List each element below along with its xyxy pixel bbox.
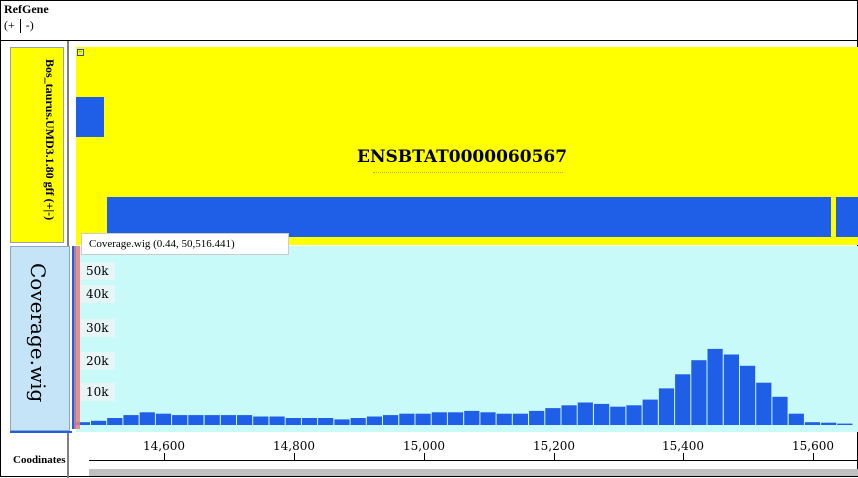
coverage-bar[interactable] <box>285 418 301 425</box>
coverage-bar[interactable] <box>723 354 739 426</box>
coverage-bar[interactable] <box>350 418 366 425</box>
coverage-bar[interactable] <box>155 413 172 425</box>
coverage-bar[interactable] <box>318 418 334 425</box>
ytick-label: 30k <box>80 319 115 337</box>
coverage-bar[interactable] <box>383 415 399 425</box>
ytick-label: 10k <box>80 383 115 401</box>
coverage-bar[interactable] <box>188 415 204 425</box>
coverage-bar[interactable] <box>658 388 675 425</box>
coverage-bar[interactable] <box>804 422 821 425</box>
xtick-label: 14,600 <box>143 439 185 453</box>
coverage-bar[interactable] <box>772 396 788 425</box>
xtick-label: 14,800 <box>273 439 315 453</box>
coverage-bar[interactable] <box>399 413 415 425</box>
collapse-toggle-icon[interactable]: − <box>77 48 84 56</box>
coverage-bar[interactable] <box>675 374 691 425</box>
coverage-bar[interactable] <box>123 415 139 425</box>
coverage-bar[interactable] <box>204 415 220 425</box>
coverage-bar[interactable] <box>415 413 431 425</box>
xtick-label: 15,200 <box>533 439 575 453</box>
ytick-label: 50k <box>80 262 115 280</box>
xtick-mark <box>164 453 165 460</box>
coverage-bar[interactable] <box>577 402 593 426</box>
exon-feature[interactable] <box>107 197 831 237</box>
strand-minus: -) <box>25 18 34 32</box>
coverage-track-area[interactable] <box>76 246 858 432</box>
coverage-bar[interactable] <box>220 415 236 425</box>
coverage-bar[interactable] <box>512 413 528 425</box>
refgene-divider <box>1 40 858 41</box>
coverage-bar[interactable] <box>172 415 188 425</box>
coverage-bar[interactable] <box>529 410 545 425</box>
exon-gap <box>831 197 836 237</box>
coverage-bar[interactable] <box>334 419 350 425</box>
strand-separator <box>19 19 21 34</box>
coverage-bar[interactable] <box>642 399 658 425</box>
coverage-bar[interactable] <box>107 418 123 425</box>
xtick-mark <box>554 453 555 460</box>
coverage-bar[interactable] <box>447 412 464 425</box>
coverage-bar[interactable] <box>139 412 155 425</box>
coverage-bar[interactable] <box>431 412 447 425</box>
refgene-strand-toggle[interactable]: (+ -) <box>4 18 34 34</box>
coverage-bar[interactable] <box>301 418 318 425</box>
coverage-bar[interactable] <box>821 422 837 425</box>
strand-plus: (+ <box>4 18 15 32</box>
exon-feature[interactable] <box>836 197 858 237</box>
refgene-title: RefGene <box>4 2 49 16</box>
coverage-bar[interactable] <box>561 405 577 425</box>
coverage-bar[interactable] <box>76 422 90 425</box>
xtick-label: 15,400 <box>662 439 704 453</box>
xtick-mark <box>294 453 295 460</box>
xtick-mark <box>683 453 684 460</box>
axis-line <box>89 460 858 461</box>
coverage-bar[interactable] <box>366 416 382 426</box>
coverage-bar[interactable] <box>253 416 269 426</box>
coverage-bar[interactable] <box>269 416 285 426</box>
xtick-label: 15,600 <box>792 439 834 453</box>
coverage-bar[interactable] <box>788 413 804 425</box>
gff-track-label: Bos_taurus.UMD3.1.80 gff (+|-) <box>43 59 57 221</box>
axis-scrollbar[interactable] <box>89 469 858 476</box>
coverage-bar[interactable] <box>237 415 253 425</box>
coverage-bar[interactable] <box>837 423 853 425</box>
coverage-track-label: Coverage.wig <box>26 263 50 403</box>
coverage-track-label-box[interactable] <box>10 246 70 431</box>
coverage-red-edge <box>74 246 80 429</box>
gene-name-label[interactable]: ENSBTAT0000060567 <box>357 147 568 167</box>
coverage-bar[interactable] <box>480 412 496 425</box>
gene-name-shadow <box>373 172 563 174</box>
coverage-bar[interactable] <box>691 360 707 425</box>
coverage-bar[interactable] <box>707 348 723 425</box>
coverage-bar[interactable] <box>610 406 626 425</box>
axis-label: Coodinates <box>13 454 66 466</box>
coverage-bar[interactable] <box>545 408 561 425</box>
coverage-bar[interactable] <box>91 420 107 425</box>
gff-track-label-box[interactable] <box>10 47 64 243</box>
coverage-bar[interactable] <box>464 410 480 425</box>
exon-feature[interactable] <box>76 97 104 137</box>
xtick-mark <box>813 453 814 460</box>
coverage-chart[interactable] <box>76 246 858 432</box>
ytick-label: 20k <box>80 352 115 370</box>
coverage-bar[interactable] <box>496 413 512 425</box>
coverage-tooltip: Coverage.wig (0.44, 50,516.441) <box>81 233 289 255</box>
coverage-bar[interactable] <box>756 382 772 425</box>
xtick-mark <box>424 453 425 460</box>
coverage-bar[interactable] <box>626 405 642 425</box>
xtick-label: 15,000 <box>403 439 445 453</box>
coverage-bar[interactable] <box>740 365 756 425</box>
coverage-bar[interactable] <box>594 403 610 425</box>
ytick-label: 40k <box>80 285 115 303</box>
track-separator <box>10 431 72 433</box>
